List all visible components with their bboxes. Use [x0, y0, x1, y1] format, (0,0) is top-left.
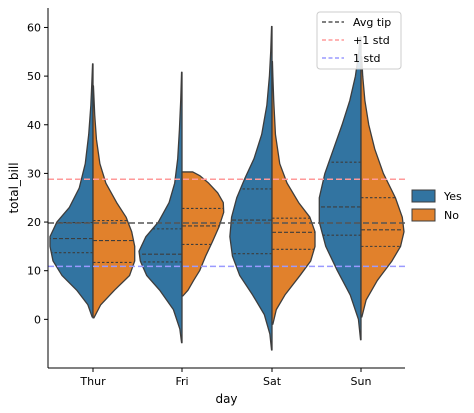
x-axis-label: day	[215, 392, 237, 406]
y-tick-label: 40	[27, 119, 41, 132]
x-tick-label: Sat	[263, 375, 282, 388]
violin-half-yes	[229, 25, 273, 351]
violin-half-no	[271, 60, 316, 325]
y-tick-label: 50	[27, 70, 41, 83]
y-tick-label: 30	[27, 167, 41, 180]
reference-lines-layer	[48, 178, 405, 268]
reference-legend: Avg tip +1 std 1 std	[316, 11, 402, 70]
y-axis-label: total_bill	[7, 162, 21, 213]
violin-fri	[138, 71, 225, 344]
violin-half-no	[181, 171, 225, 297]
legend-label: 1 std	[353, 52, 381, 65]
y-tick-label: 10	[27, 265, 41, 278]
legend-label: +1 std	[353, 34, 390, 47]
legend-frame	[316, 11, 402, 70]
violin-half-no	[360, 56, 405, 318]
x-tick-label: Sun	[351, 375, 372, 388]
legend-label: No	[444, 209, 459, 222]
y-tick-label: 20	[27, 216, 41, 229]
legend-swatch	[411, 208, 436, 222]
x-tick-label: Thur	[79, 375, 106, 388]
y-tick-label: 60	[27, 21, 41, 34]
violins-layer	[49, 25, 405, 351]
legends-layer: Avg tip +1 std 1 std Yes No	[316, 11, 462, 222]
violin-half-yes	[318, 36, 362, 341]
violin-thur	[49, 63, 136, 319]
y-tick-label: 0	[34, 313, 41, 326]
x-tick-label: Fri	[175, 375, 188, 388]
hue-legend: Yes No	[411, 189, 462, 222]
violin-sun	[318, 36, 405, 341]
legend-label: Yes	[443, 190, 462, 203]
legend-swatch	[411, 189, 436, 203]
axes-layer: 0 10 20 30 40 50 60 Thur Fri Sat Sun day total_bill	[7, 8, 405, 406]
violin-sat	[229, 25, 316, 351]
legend-label: Avg tip	[353, 16, 391, 29]
violin-half-no	[92, 85, 136, 319]
violin-half-yes	[49, 63, 94, 318]
violin-half-yes	[138, 71, 183, 344]
